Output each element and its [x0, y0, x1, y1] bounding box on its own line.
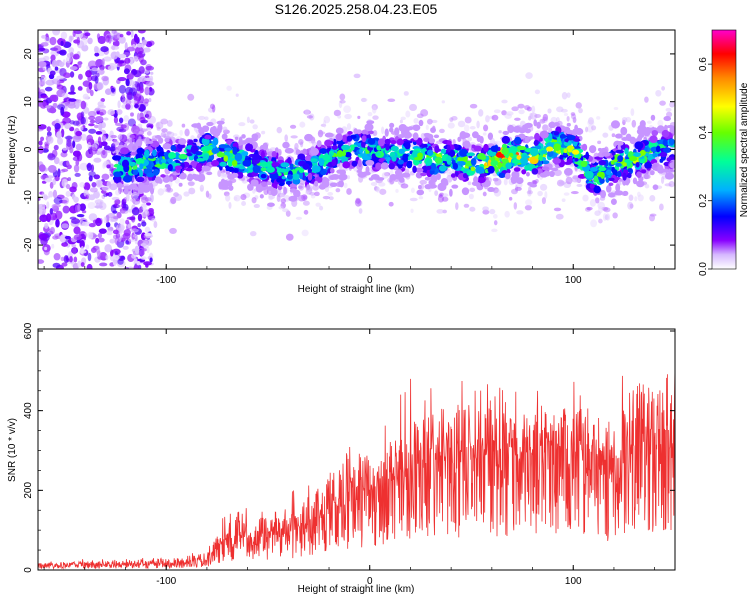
spectrogram-x-tick-label: 0 — [367, 275, 373, 286]
spectrogram-y-axis-label: Frequency (Hz) — [7, 116, 18, 185]
spectrogram-y-tick-label: 0 — [23, 146, 34, 152]
spectrogram-x-tick-label: 100 — [565, 275, 582, 286]
spectrogram-x-tick-label: -100 — [156, 275, 176, 286]
snr-plot-area — [38, 329, 675, 570]
snr-frame — [37, 328, 676, 571]
spectrogram-x-axis-label: Height of straight line (km) — [298, 284, 415, 295]
spectrogram-heat-layer — [38, 30, 675, 269]
spectrogram-y-tick-label: -10 — [23, 190, 34, 205]
snr-x-tick-label: -100 — [156, 576, 176, 587]
snr-y-tick-label: 0 — [23, 567, 34, 573]
snr-x-tick-label: 100 — [565, 576, 582, 587]
spectrogram-y-tick-label: -20 — [23, 237, 34, 252]
snr-y-tick-label: 200 — [23, 482, 34, 499]
snr-x-axis-label: Height of straight line (km) — [298, 584, 415, 595]
colorbar: 0.0 0.2 0.4 0.6 Normalized spectral amplitu… — [698, 29, 750, 276]
snr-y-tick-label: 400 — [23, 402, 34, 419]
colorbar-tick-label: 0.4 — [698, 125, 709, 139]
snr-panel: -100 0 100 0 200 400 600 Height of straight li… — [7, 322, 676, 595]
colorbar-scale — [711, 29, 737, 270]
snr-x-tick-label: 0 — [367, 576, 373, 587]
snr-ticks: -100 0 100 0 200 400 600 — [23, 322, 675, 587]
colorbar-tick-label: 0.0 — [698, 262, 709, 276]
colorbar-tick-label: 0.6 — [698, 57, 709, 71]
spectrogram-y-tick-label: 10 — [23, 96, 34, 108]
colorbar-tick-label: 0.2 — [698, 193, 709, 207]
snr-y-tick-label: 600 — [23, 322, 34, 339]
spectrogram-y-tick-label: 20 — [23, 48, 34, 60]
snr-series-line — [38, 366, 675, 570]
snr-y-axis-label: SNR (10 * v/v) — [7, 418, 18, 482]
chart-title: S126.2025.258.04.23.E05 — [275, 1, 438, 17]
colorbar-ticks: 0.0 0.2 0.4 0.6 — [698, 57, 712, 276]
colorbar-label: Normalized spectral amplitude — [739, 82, 750, 217]
